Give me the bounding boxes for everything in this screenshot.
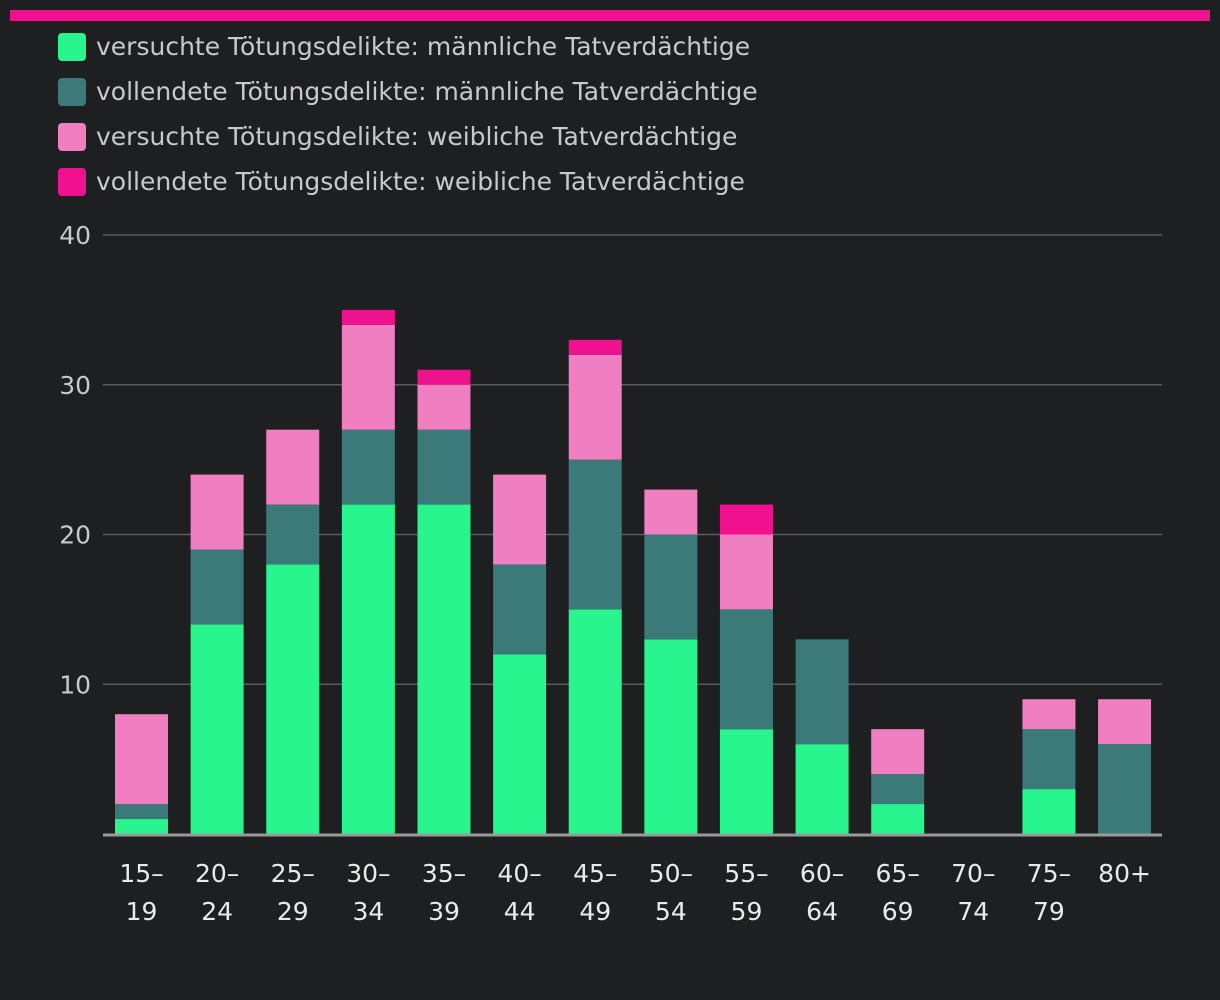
- legend-item-attempted-male[interactable]: versuchte Tötungsdelikte: männliche Tatv…: [58, 24, 758, 69]
- bar-segment: [341, 429, 395, 505]
- bar-segment: [266, 429, 320, 505]
- legend-label: vollendete Tötungsdelikte: männliche Tat…: [96, 77, 758, 106]
- bar-segment: [417, 369, 471, 385]
- x-tick-label: 24: [201, 897, 233, 926]
- x-tick-label: 29: [277, 897, 309, 926]
- x-tick-label: 40–: [497, 859, 541, 888]
- bar-segment: [871, 774, 925, 805]
- bar-segment: [568, 339, 622, 355]
- chart-legend: versuchte Tötungsdelikte: männliche Tatv…: [58, 24, 758, 204]
- bar-segment: [417, 384, 471, 430]
- x-tick-label: 80+: [1098, 859, 1151, 888]
- bar-segment: [568, 354, 622, 460]
- bar-segment: [644, 639, 698, 834]
- legend-swatch: [58, 122, 86, 151]
- x-tick-label: 45–: [573, 859, 617, 888]
- bar-segment: [115, 714, 168, 805]
- legend-item-attempted-female[interactable]: versuchte Tötungsdelikte: weibliche Tatv…: [58, 114, 758, 159]
- y-tick-label: 30: [59, 371, 91, 400]
- x-tick-label: 25–: [271, 859, 315, 888]
- legend-label: vollendete Tötungsdelikte: weibliche Tat…: [96, 167, 745, 196]
- legend-label: versuchte Tötungsdelikte: männliche Tatv…: [96, 32, 751, 61]
- bar-segment: [1022, 699, 1076, 730]
- y-tick-label: 40: [59, 221, 91, 250]
- x-tick-label: 74: [957, 897, 989, 926]
- bar-segment: [719, 729, 773, 834]
- x-tick-label: 54: [655, 897, 687, 926]
- bar-segment: [871, 729, 925, 775]
- bar-segment: [417, 504, 471, 834]
- y-tick-label: 10: [59, 670, 91, 699]
- legend-item-completed-female[interactable]: vollendete Tötungsdelikte: weibliche Tat…: [58, 159, 758, 204]
- bar-segment: [719, 504, 773, 535]
- bar-segment: [871, 804, 925, 834]
- bar-segment: [115, 819, 168, 834]
- x-tick-label: 69: [882, 897, 914, 926]
- bar-segment: [190, 624, 244, 834]
- x-tick-label: 75–: [1027, 859, 1071, 888]
- x-tick-label: 50–: [649, 859, 693, 888]
- bar-segment: [719, 609, 773, 730]
- x-tick-label: 70–: [951, 859, 995, 888]
- x-tick-label: 49: [579, 897, 611, 926]
- bar-segment: [417, 429, 471, 505]
- bar-segment: [568, 459, 622, 610]
- bar-segment: [266, 564, 320, 834]
- x-tick-label: 20–: [195, 859, 239, 888]
- x-tick-label: 55–: [724, 859, 768, 888]
- bar-segment: [568, 609, 622, 834]
- bar-segment: [493, 474, 547, 565]
- x-tick-label: 44: [504, 897, 536, 926]
- top-accent-bar: [10, 10, 1210, 21]
- bar-segment: [795, 744, 849, 834]
- bar-segment: [644, 489, 698, 535]
- y-tick-label: 20: [59, 521, 91, 550]
- bar-segment: [719, 534, 773, 610]
- x-tick-label: 39: [428, 897, 460, 926]
- legend-item-completed-male[interactable]: vollendete Tötungsdelikte: männliche Tat…: [58, 69, 758, 114]
- bar-segment: [1022, 789, 1076, 834]
- legend-swatch: [58, 32, 86, 61]
- x-tick-label: 60–: [800, 859, 844, 888]
- legend-swatch: [58, 77, 86, 106]
- bar-segment: [493, 564, 547, 655]
- x-tick-label: 30–: [346, 859, 390, 888]
- bar-segment: [341, 504, 395, 834]
- legend-label: versuchte Tötungsdelikte: weibliche Tatv…: [96, 122, 738, 151]
- bar-segment: [493, 654, 547, 834]
- bar-segment: [341, 324, 395, 430]
- bar-segment: [115, 804, 168, 820]
- x-tick-label: 35–: [422, 859, 466, 888]
- x-tick-label: 64: [806, 897, 838, 926]
- x-tick-label: 19: [126, 897, 158, 926]
- bar-segment: [1098, 744, 1152, 834]
- bar-segment: [190, 474, 244, 550]
- bar-segment: [644, 534, 698, 640]
- x-tick-label: 79: [1033, 897, 1065, 926]
- x-tick-label: 15–: [119, 859, 163, 888]
- bar-segment: [190, 549, 244, 625]
- bar-segment: [795, 639, 849, 745]
- x-tick-label: 65–: [876, 859, 920, 888]
- x-tick-label: 34: [352, 897, 384, 926]
- legend-swatch: [58, 167, 86, 196]
- bar-segment: [1098, 699, 1152, 745]
- bar-segment: [341, 309, 395, 325]
- bar-segment: [1022, 729, 1076, 790]
- x-tick-label: 59: [731, 897, 763, 926]
- bar-segment: [266, 504, 320, 565]
